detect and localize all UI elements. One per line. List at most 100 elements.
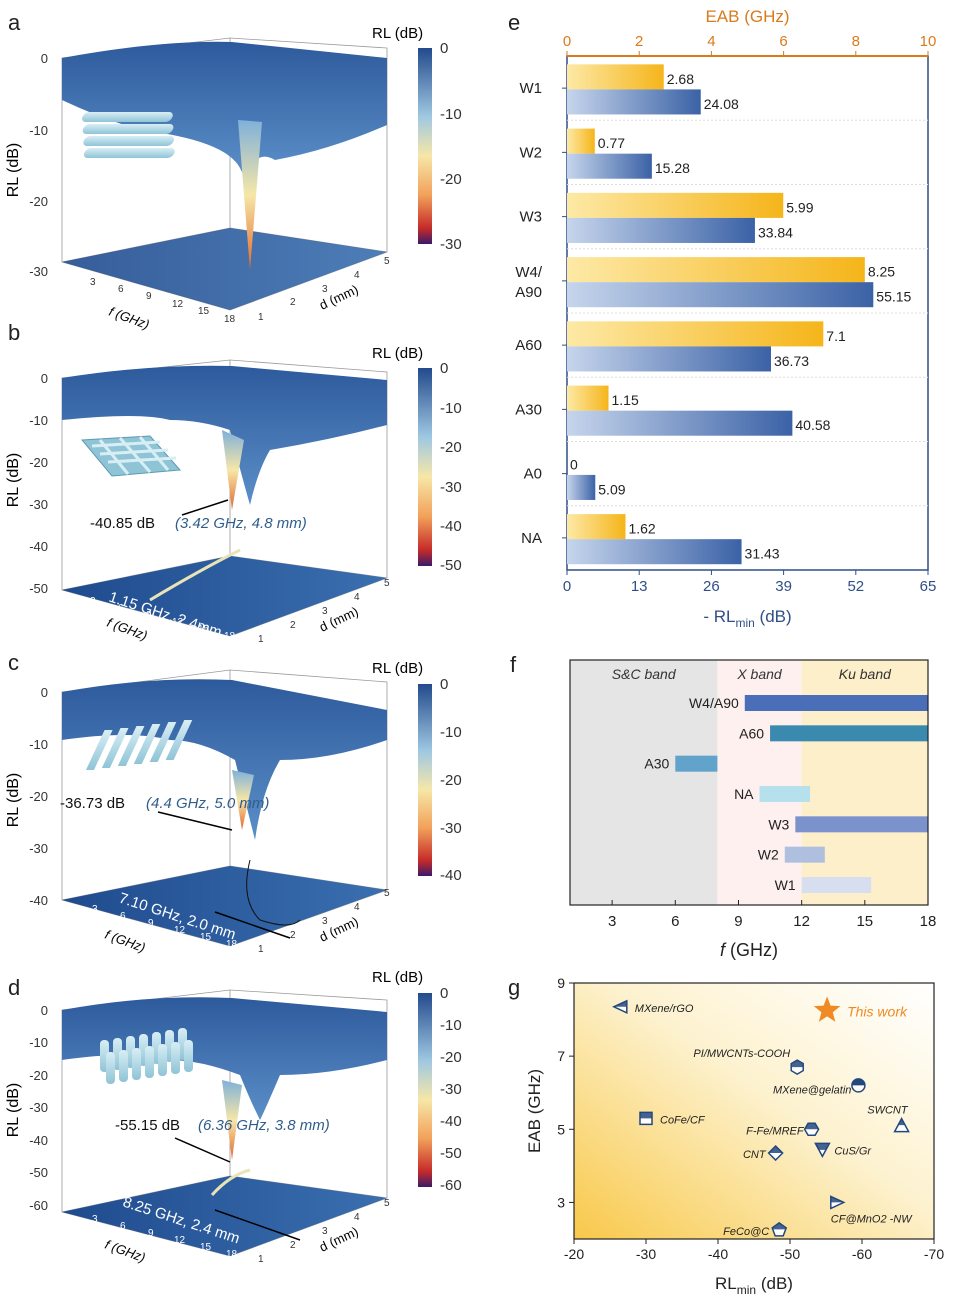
svg-text:12: 12 <box>172 617 184 628</box>
rl-min-annotation: -55.15 dB <box>115 1117 180 1134</box>
thickness-arrow <box>214 911 291 939</box>
svg-text:6: 6 <box>118 603 124 614</box>
point-label: PI/MWCNTs-COOH <box>693 1048 790 1060</box>
point-label: CuS/Gr <box>834 1145 872 1157</box>
rl-min-detail: (3.42 GHz, 4.8 mm) <box>175 515 307 532</box>
svg-text:1: 1 <box>258 944 264 955</box>
band-bar <box>759 786 811 802</box>
bar-eab-label: 8.25 <box>868 264 895 280</box>
svg-text:-20: -20 <box>29 1068 48 1083</box>
z-tick: -40 <box>29 893 48 908</box>
scatter-point: FeCo@C <box>723 1221 788 1238</box>
panel-label-e: e <box>508 10 520 35</box>
y-tick-label: 3 <box>557 1194 565 1210</box>
svg-text:9: 9 <box>146 610 152 621</box>
bar-rl-label: 15.28 <box>655 160 690 176</box>
svg-text:-30: -30 <box>440 236 462 253</box>
svg-text:0: 0 <box>41 1003 48 1018</box>
category-label: NA <box>521 530 542 547</box>
scatter-point: CoFe/CF <box>639 1111 706 1126</box>
top-tick-label: 2 <box>635 33 643 50</box>
chart-e: 2.68 24.08 W1 0.77 15.28 W2 5.99 33.84 W3 8.25 55.… <box>515 7 936 630</box>
structure-inset <box>82 112 175 158</box>
panel-c: c 0 -10 -20 -30 -40 RL (dB) 3 6 9 12 1 <box>5 650 462 955</box>
x-tick-label: 12 <box>793 913 810 930</box>
category-label: W1 <box>520 80 543 97</box>
bottom-tick-label: 13 <box>631 578 648 595</box>
y-axis-title: EAB (GHz) <box>525 1069 544 1153</box>
svg-text:6: 6 <box>120 911 126 922</box>
colorbar-title: RL (dB) <box>372 345 423 362</box>
colorbar-title: RL (dB) <box>372 969 423 986</box>
category-label: W2 <box>520 144 543 161</box>
panel-label-f: f <box>510 652 517 677</box>
d-ticks: 1 2 3 4 5 <box>258 888 390 955</box>
svg-text:-50: -50 <box>440 557 462 574</box>
point-label: CNT <box>743 1149 767 1161</box>
svg-text:-10: -10 <box>440 106 462 123</box>
point-marker <box>893 1117 910 1133</box>
annotation-arrow <box>174 1137 231 1163</box>
bottom-tick-label: 65 <box>920 578 937 595</box>
x-tick-label: -20 <box>564 1246 584 1262</box>
top-axis-title: EAB (GHz) <box>705 7 789 26</box>
structure-inset <box>80 435 182 477</box>
svg-text:-40: -40 <box>440 1113 462 1130</box>
svg-text:18: 18 <box>224 631 236 642</box>
x-tick-label: 3 <box>608 913 616 930</box>
bar-eab-label: 1.15 <box>612 392 639 408</box>
colorbar-ticks: 0 -10 -20 -30 -40 -50 <box>440 360 462 574</box>
top-tick-label: 10 <box>920 33 937 50</box>
svg-text:3: 3 <box>92 1214 98 1225</box>
z-tick: -30 <box>29 841 48 856</box>
bar-rl-label: 55.15 <box>876 289 911 305</box>
bar-eab <box>567 514 626 540</box>
this-work-label: This work <box>847 1003 908 1019</box>
d-ticks: 1 2 3 4 5 <box>258 256 390 323</box>
svg-text:0: 0 <box>440 360 448 377</box>
svg-text:15: 15 <box>200 932 212 943</box>
rl-min-annotation: -36.73 dB <box>60 795 125 812</box>
f-ticks: 3 6 9 12 15 18 <box>90 277 236 325</box>
point-marker-fill <box>815 1143 829 1156</box>
svg-text:-30: -30 <box>440 1081 462 1098</box>
z-axis-label: RL (dB) <box>5 773 22 828</box>
rl-surface <box>62 365 387 505</box>
band-bar <box>770 725 928 742</box>
z-tick: -10 <box>29 413 48 428</box>
y-tick-label: 7 <box>557 1048 565 1064</box>
bar-rl-label: 36.73 <box>774 353 809 369</box>
f-axis-label: f (GHz) <box>103 1237 147 1265</box>
bar-rl <box>567 282 874 308</box>
rl-minimum-spike <box>238 120 262 270</box>
band-bar-label: A60 <box>739 725 764 741</box>
colorbar <box>418 48 432 244</box>
band-bar-label: W3 <box>768 816 789 832</box>
bar-eab-label: 5.99 <box>786 199 813 215</box>
bar-rl <box>567 346 771 372</box>
svg-text:2: 2 <box>290 620 296 631</box>
svg-text:0: 0 <box>440 40 448 57</box>
svg-text:18: 18 <box>226 1249 238 1260</box>
svg-text:-10: -10 <box>29 1035 48 1050</box>
svg-text:12: 12 <box>172 299 184 310</box>
bar-eab <box>567 321 824 347</box>
bar-eab-label: 0 <box>570 456 578 472</box>
bottom-tick-label: 26 <box>703 578 720 595</box>
z-tick: -10 <box>29 123 48 138</box>
x-tick-label: 18 <box>920 913 937 930</box>
bar-eab <box>567 128 595 154</box>
band-bar-label: W2 <box>758 847 779 863</box>
bar-rl-label: 5.09 <box>598 481 625 497</box>
svg-text:4: 4 <box>354 592 360 603</box>
z-tick: 0 <box>41 51 48 66</box>
bar-eab <box>567 385 609 411</box>
z-tick: 0 <box>41 371 48 386</box>
scatter-point: CF@MnO2 -NW <box>830 1195 913 1225</box>
scatter-point: CuS/Gr <box>814 1142 872 1158</box>
panel-d: d 0 -10 -20 <box>5 969 462 1265</box>
contour-floor <box>62 556 387 636</box>
panel-label-a: a <box>8 10 21 35</box>
rl-minimum-spike <box>232 770 254 830</box>
x-tick-label: -50 <box>780 1246 800 1262</box>
